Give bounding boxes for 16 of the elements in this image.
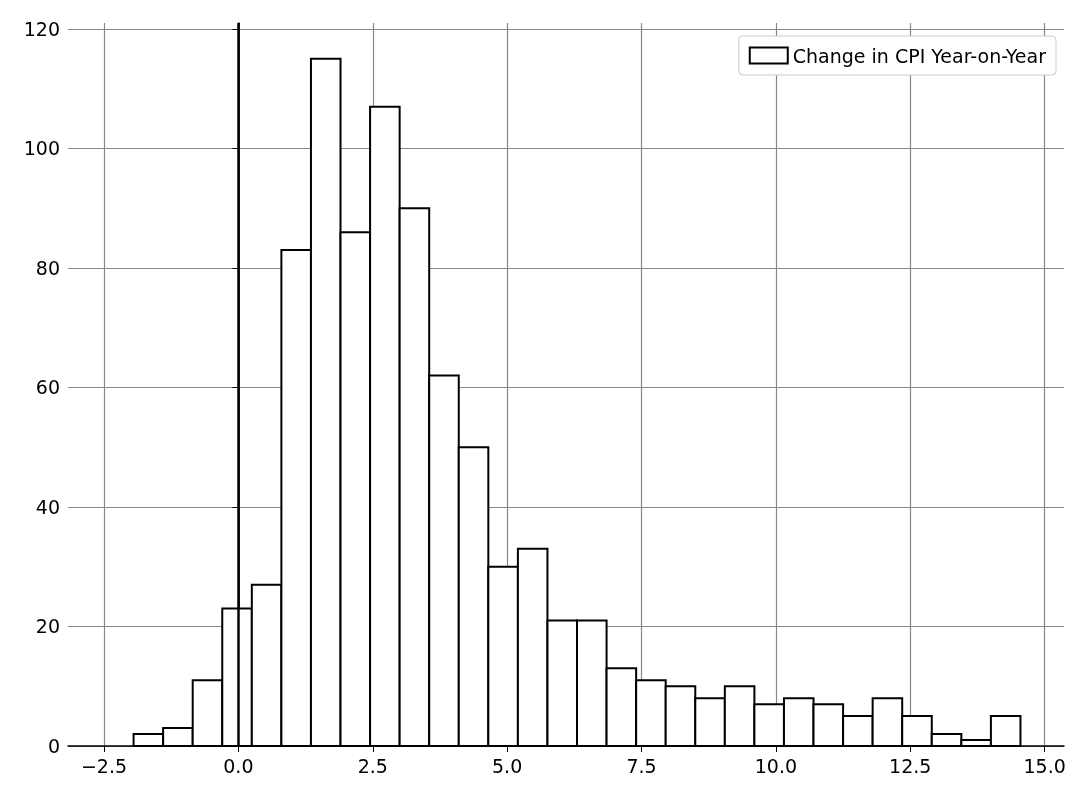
x-tick-label: 5.0 bbox=[492, 754, 523, 777]
x-tick-label: 7.5 bbox=[626, 754, 657, 777]
y-tick-label: 120 bbox=[23, 17, 60, 40]
x-tick-label: 10.0 bbox=[754, 754, 798, 777]
x-tick-label: 2.5 bbox=[357, 754, 388, 777]
y-tick-label: 60 bbox=[35, 376, 60, 399]
y-tick-label: 100 bbox=[23, 137, 60, 160]
x-tick-label: 12.5 bbox=[889, 754, 932, 777]
x-tick-label: 0.0 bbox=[223, 754, 254, 777]
y-tick-label: 40 bbox=[35, 495, 60, 518]
legend-label: Change in CPI Year-on-Year bbox=[792, 44, 1047, 67]
y-tick-label: 20 bbox=[35, 615, 60, 638]
y-tick-label: 80 bbox=[35, 256, 60, 279]
x-tick-label: 15.0 bbox=[1023, 754, 1066, 777]
y-tick-label: 0 bbox=[47, 735, 60, 757]
x-tick-label: −2.5 bbox=[80, 754, 128, 777]
